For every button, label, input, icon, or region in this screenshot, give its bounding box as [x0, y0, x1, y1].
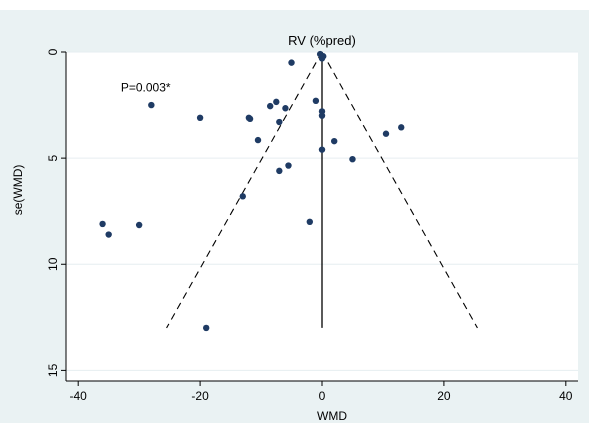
x-axis-title: WMD	[317, 409, 347, 423]
funnel-lines	[166, 51, 478, 329]
data-point	[254, 136, 262, 144]
x-tick-label: 0	[319, 389, 326, 403]
data-point	[99, 220, 106, 228]
data-point	[288, 59, 295, 66]
data-point	[105, 231, 112, 238]
data-point	[135, 221, 143, 229]
y-tick-label: 0	[46, 48, 60, 55]
data-point	[312, 97, 320, 105]
data-point	[148, 101, 155, 109]
x-tick-label: 40	[559, 389, 573, 403]
data-point	[266, 102, 274, 110]
chart-title: RV (%pred)	[288, 33, 356, 48]
funnel-right-line	[321, 51, 478, 329]
data-point	[382, 130, 390, 137]
data-point	[239, 193, 246, 200]
y-tick-label: 10	[46, 257, 60, 271]
y-tick-label: 5	[46, 154, 60, 161]
y-axis-title: se(WMD)	[11, 165, 25, 216]
funnel-left-line	[166, 51, 323, 329]
y-tick-label: 15	[46, 363, 60, 377]
data-point	[202, 324, 210, 332]
data-point	[349, 155, 356, 163]
data-point	[318, 146, 326, 153]
data-point	[318, 112, 326, 119]
data-point	[276, 167, 283, 175]
top-band	[0, 0, 589, 10]
data-point	[246, 115, 254, 123]
data-point	[398, 124, 405, 131]
data-point	[285, 162, 292, 169]
x-tick-label: -40	[70, 389, 88, 403]
data-point	[320, 53, 327, 60]
data-point	[306, 218, 314, 226]
x-tick-label: 20	[437, 389, 451, 403]
data-point	[196, 114, 204, 122]
data-point	[273, 98, 280, 106]
x-tick-label: -20	[191, 389, 209, 403]
data-point	[276, 118, 283, 126]
data-points	[99, 50, 405, 332]
data-point	[282, 105, 289, 112]
p-value-annotation: P=0.003*	[121, 80, 171, 94]
axes: -40 -20 0 20 40 0 5 10 15	[46, 48, 578, 403]
data-point	[330, 137, 338, 145]
